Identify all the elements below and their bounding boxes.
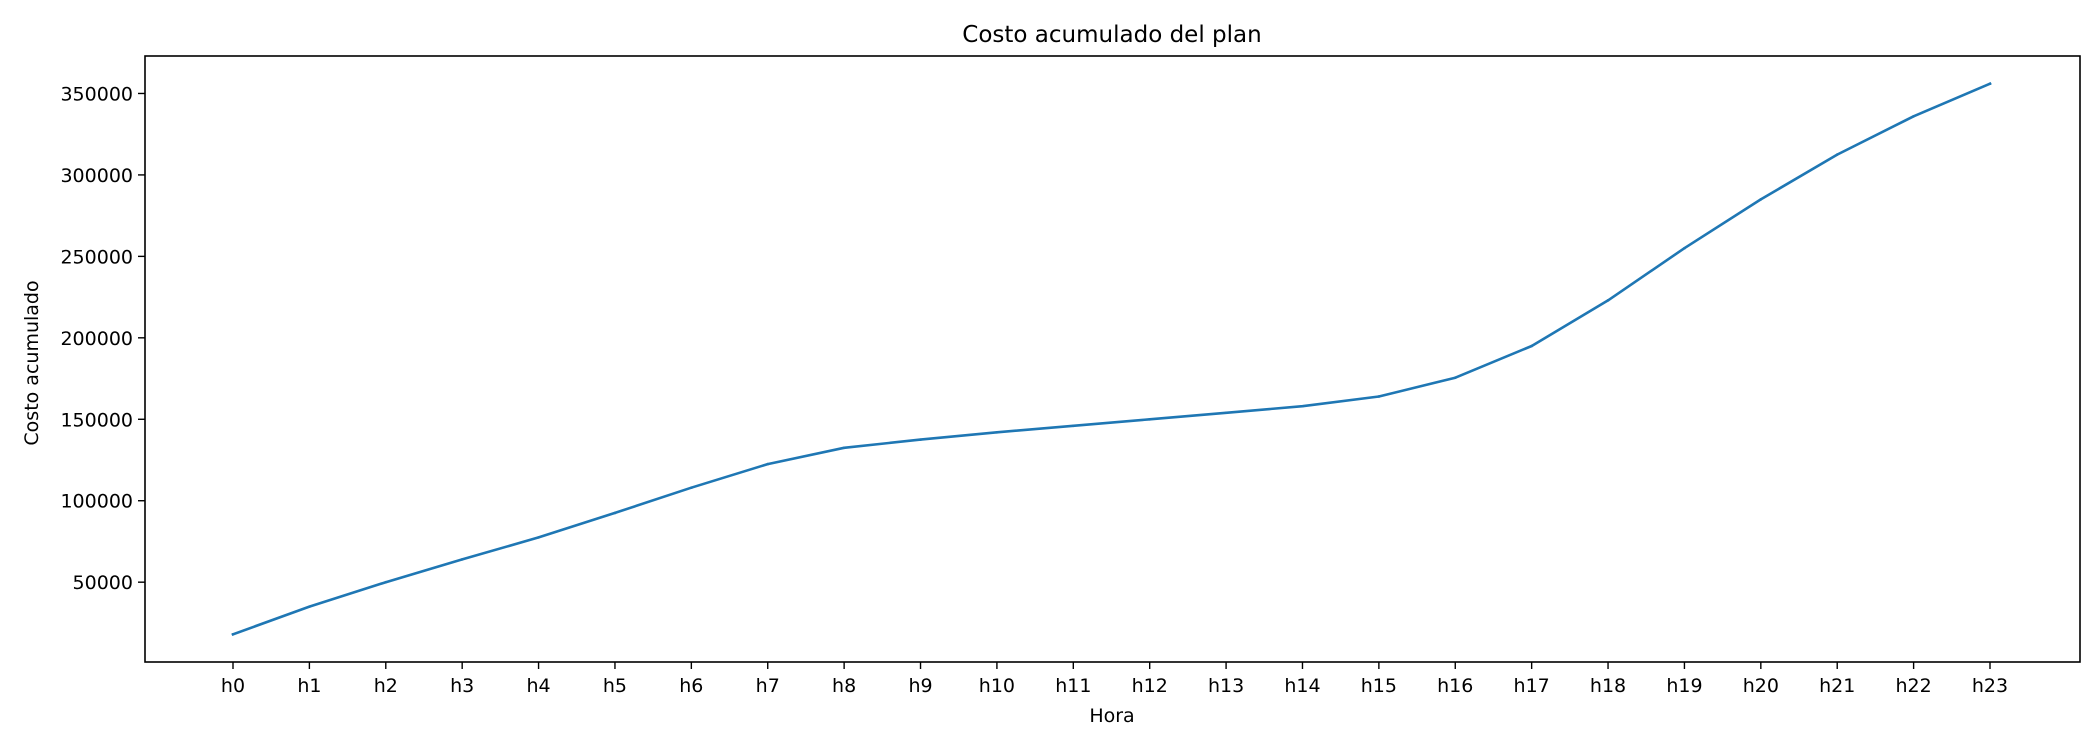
y-tick-label: 200000	[60, 328, 133, 350]
data-point	[1453, 376, 1457, 380]
data-point	[690, 486, 693, 489]
x-tick-label: h22	[1895, 675, 1931, 697]
x-tick-label: h18	[1590, 675, 1626, 697]
x-tick-label: h15	[1361, 675, 1397, 697]
x-tick-label: h6	[679, 675, 703, 697]
x-tick-label: h5	[603, 675, 627, 697]
data-point	[1606, 299, 1610, 302]
x-tick-label: h21	[1819, 675, 1855, 697]
data-point	[537, 536, 540, 539]
y-tick-label: 50000	[73, 572, 133, 594]
x-tick-label: h11	[1055, 675, 1091, 697]
x-tick-label: h2	[374, 675, 398, 697]
x-tick-label: h20	[1743, 675, 1779, 697]
data-point	[1301, 404, 1304, 408]
series-layer	[231, 81, 1992, 636]
data-point	[308, 605, 311, 608]
series-line	[231, 81, 1992, 636]
x-tick-label: h19	[1666, 675, 1702, 697]
data-point	[1988, 82, 1992, 85]
x-tick-label: h8	[832, 675, 856, 697]
x-tick-label: h23	[1972, 675, 2008, 697]
y-tick-label: 350000	[60, 83, 133, 105]
x-tick-label: h17	[1514, 675, 1550, 697]
data-point	[384, 580, 388, 584]
x-axis-title: Hora	[1089, 705, 1134, 727]
data-point	[766, 462, 770, 466]
data-point	[1148, 417, 1151, 421]
x-tick-label: h14	[1284, 675, 1320, 697]
y-tick-label: 250000	[60, 246, 133, 268]
data-point	[1683, 246, 1686, 250]
data-point	[995, 431, 999, 434]
data-point	[613, 511, 617, 515]
x-axis-ticks: h0 h1 h2 h3 h4 h5 h6 h7 h8 h9 h10 h11 h12 h13 h14 h15 h1…	[221, 662, 2008, 697]
x-tick-label: h9	[908, 675, 932, 697]
chart-title: Costo acumulado del plan	[962, 22, 1261, 48]
data-point	[919, 438, 922, 441]
data-point	[1530, 344, 1533, 348]
axes	[144, 55, 2081, 663]
x-tick-label: h3	[450, 675, 474, 697]
data-point	[460, 558, 464, 561]
y-tick-label: 150000	[60, 409, 133, 431]
y-tick-label: 300000	[60, 165, 133, 187]
data-point	[1377, 395, 1381, 398]
y-tick-label: 100000	[60, 491, 133, 513]
x-tick-label: h12	[1132, 675, 1168, 697]
x-tick-label: h7	[756, 675, 780, 697]
x-tick-label: h1	[297, 675, 321, 697]
y-axis-title: Costo acumulado	[21, 280, 43, 445]
data-point	[842, 446, 846, 450]
plot-frame	[144, 55, 2081, 663]
data-point	[1072, 424, 1075, 428]
data-point	[1224, 411, 1228, 415]
data-point	[1835, 153, 1839, 156]
x-tick-label: h10	[979, 675, 1015, 697]
data-point	[1759, 198, 1763, 201]
data-point	[231, 633, 235, 636]
x-tick-label: h16	[1437, 675, 1473, 697]
x-tick-label: h13	[1208, 675, 1244, 697]
data-point	[1912, 114, 1915, 118]
x-tick-label: h4	[526, 675, 550, 697]
y-axis-ticks: 50000 100000 150000 200000 250000 300000 35000…	[60, 83, 145, 594]
x-tick-label: h0	[221, 675, 245, 697]
